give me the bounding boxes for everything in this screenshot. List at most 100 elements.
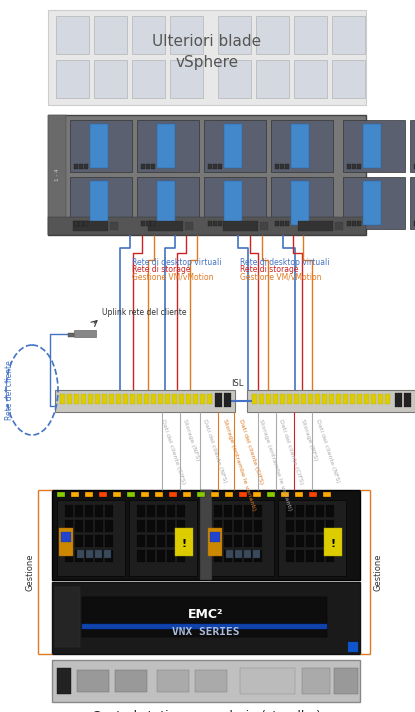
Bar: [137, 505, 145, 517]
Bar: [141, 492, 149, 497]
Bar: [60, 394, 65, 404]
Bar: [104, 550, 111, 558]
Bar: [74, 221, 78, 226]
Bar: [55, 587, 80, 647]
Bar: [234, 550, 242, 562]
Bar: [95, 505, 103, 517]
Bar: [157, 550, 165, 562]
Bar: [167, 505, 175, 517]
Bar: [73, 221, 108, 231]
Bar: [294, 16, 327, 54]
Bar: [234, 535, 242, 547]
Bar: [218, 60, 251, 98]
Bar: [239, 492, 247, 497]
Bar: [278, 500, 346, 576]
Bar: [385, 394, 390, 404]
Bar: [105, 520, 113, 532]
Text: Rete di desktop virtuali: Rete di desktop virtuali: [240, 258, 330, 267]
Bar: [306, 550, 314, 562]
Bar: [207, 394, 212, 404]
Bar: [224, 550, 232, 562]
Bar: [147, 520, 155, 532]
Bar: [211, 492, 219, 497]
Bar: [82, 597, 327, 637]
Bar: [294, 394, 299, 404]
Bar: [56, 16, 89, 54]
Bar: [224, 181, 242, 225]
Bar: [363, 124, 381, 168]
Bar: [88, 394, 93, 404]
Bar: [56, 60, 89, 98]
Bar: [225, 492, 233, 497]
Bar: [316, 550, 324, 562]
Bar: [226, 550, 233, 558]
Bar: [235, 550, 242, 558]
Bar: [218, 221, 222, 226]
Bar: [151, 394, 156, 404]
Bar: [177, 550, 185, 562]
Bar: [306, 520, 314, 532]
Bar: [224, 520, 232, 532]
Bar: [102, 394, 107, 404]
Bar: [296, 550, 304, 562]
Bar: [224, 393, 231, 407]
Bar: [65, 535, 73, 547]
Bar: [48, 115, 66, 235]
Bar: [316, 505, 324, 517]
Bar: [137, 550, 145, 562]
Bar: [309, 492, 317, 497]
Bar: [244, 550, 252, 562]
Bar: [165, 394, 170, 404]
Text: Ulteriori blade
vSphere: Ulteriori blade vSphere: [152, 34, 261, 70]
Bar: [291, 124, 309, 168]
Bar: [85, 520, 93, 532]
Bar: [357, 394, 362, 404]
Text: !: !: [330, 539, 336, 549]
Bar: [213, 164, 217, 169]
Bar: [253, 492, 261, 497]
Text: Dati del cliente (CIFS): Dati del cliente (CIFS): [278, 418, 304, 484]
Bar: [81, 394, 86, 404]
Bar: [254, 535, 262, 547]
Bar: [157, 535, 165, 547]
Bar: [343, 394, 348, 404]
Bar: [294, 60, 327, 98]
Bar: [295, 492, 303, 497]
Bar: [214, 505, 222, 517]
Bar: [94, 60, 127, 98]
Bar: [175, 528, 193, 556]
Bar: [218, 16, 251, 54]
Bar: [218, 164, 222, 169]
Bar: [177, 505, 185, 517]
Bar: [414, 221, 415, 226]
Bar: [109, 394, 114, 404]
Bar: [254, 550, 262, 562]
Bar: [347, 164, 351, 169]
Bar: [332, 60, 365, 98]
Bar: [266, 394, 271, 404]
Bar: [213, 221, 217, 226]
Bar: [286, 550, 294, 562]
Bar: [75, 505, 83, 517]
Bar: [177, 520, 185, 532]
Bar: [183, 492, 191, 497]
Bar: [95, 520, 103, 532]
Bar: [363, 181, 381, 225]
Bar: [287, 394, 292, 404]
Bar: [70, 120, 132, 172]
Bar: [172, 394, 177, 404]
Bar: [137, 120, 199, 172]
Bar: [167, 550, 175, 562]
Bar: [167, 520, 175, 532]
Bar: [334, 668, 358, 694]
Bar: [179, 394, 184, 404]
Bar: [110, 222, 118, 230]
Bar: [378, 394, 383, 404]
Bar: [208, 528, 222, 556]
Bar: [71, 492, 79, 497]
Bar: [286, 520, 294, 532]
Text: Dati del cliente (CIFS): Dati del cliente (CIFS): [160, 418, 186, 484]
Bar: [86, 550, 93, 558]
Bar: [371, 394, 376, 404]
Bar: [74, 330, 96, 337]
